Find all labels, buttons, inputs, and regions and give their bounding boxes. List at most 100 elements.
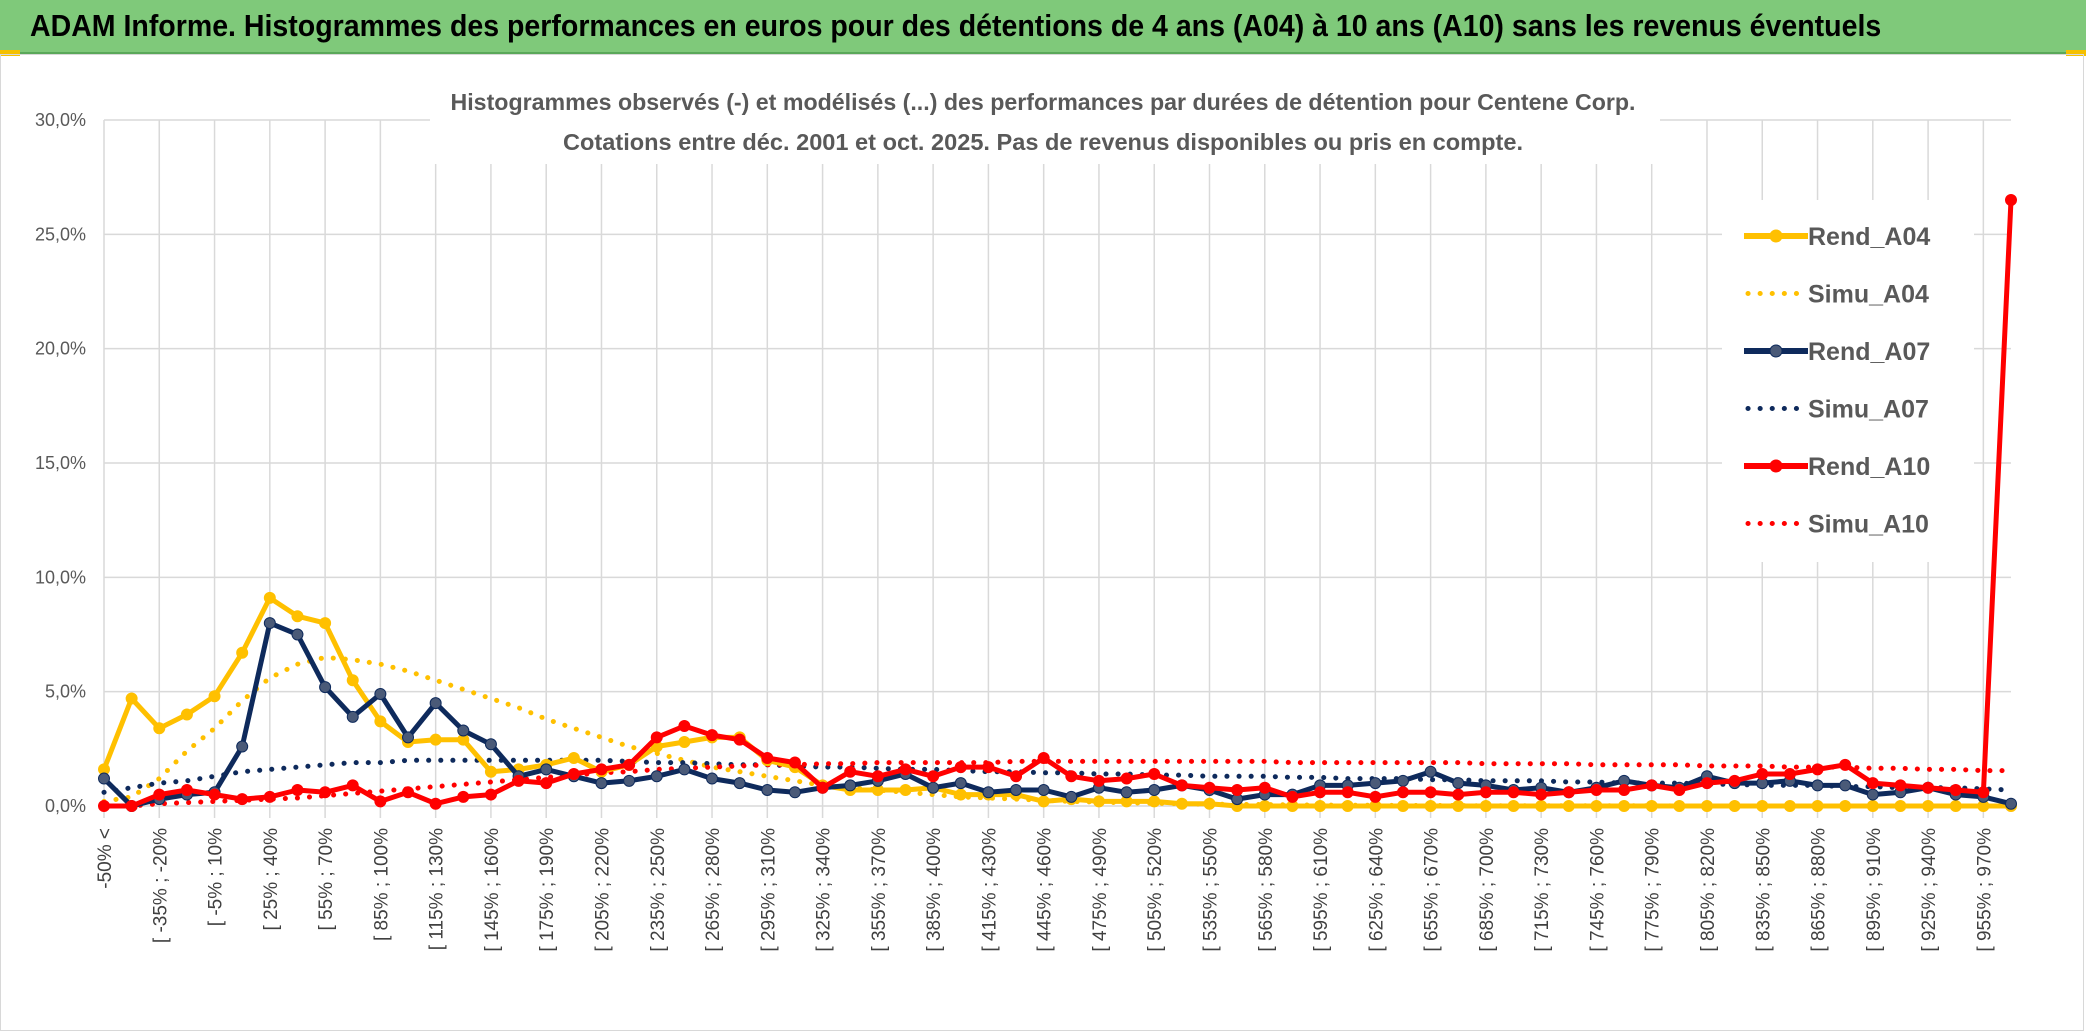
data-point-rend_a04 [1866, 800, 1879, 812]
data-point-rend_a10 [761, 751, 774, 764]
data-point-rend_a04 [1258, 800, 1271, 812]
data-point-rend_a04 [291, 610, 304, 623]
x-tick-label: [ 145% ; 160% [482, 828, 503, 952]
x-tick-label: [ 775% ; 790% [1643, 828, 1664, 952]
data-point-rend_a07 [540, 763, 553, 776]
data-point-rend_a10 [954, 761, 967, 774]
data-point-rend_a10 [899, 763, 912, 776]
data-point-rend_a10 [1728, 774, 1741, 787]
data-point-rend_a04 [1396, 800, 1409, 812]
data-point-rend_a04 [1148, 795, 1161, 808]
data-point-rend_a10 [1203, 781, 1216, 794]
data-point-rend_a10 [623, 758, 636, 771]
data-point-rend_a10 [1369, 790, 1382, 803]
x-tick-label: [ 835% ; 850% [1753, 828, 1774, 952]
data-point-rend_a04 [1728, 800, 1741, 812]
data-point-rend_a10 [788, 756, 801, 769]
data-point-rend_a10 [429, 797, 442, 810]
x-tick-label: [ -5% ; 10% [206, 828, 227, 926]
data-point-rend_a10 [457, 790, 470, 803]
data-point-rend_a07 [346, 710, 359, 723]
data-point-rend_a04 [153, 722, 166, 735]
report-title: ADAM Informe. Histogrammes des performan… [30, 8, 1882, 43]
data-point-rend_a07 [1839, 779, 1852, 792]
x-tick-label: [ 235% ; 250% [648, 828, 669, 952]
data-point-rend_a07 [1396, 774, 1409, 787]
x-tick-label: [ 385% ; 400% [924, 828, 945, 952]
data-point-rend_a07 [319, 681, 332, 694]
data-point-rend_a10 [733, 733, 746, 746]
x-tick-label: [ 595% ; 610% [1311, 828, 1332, 952]
data-point-rend_a04 [1894, 800, 1907, 812]
data-point-rend_a04 [1203, 797, 1216, 810]
y-tick-label: 20,0% [35, 339, 86, 359]
legend-label: Rend_A10 [1808, 453, 1930, 481]
chart-title: Histogrammes observés (-) et modélisés (… [451, 89, 1636, 115]
data-point-rend_a10 [2005, 194, 2017, 207]
data-point-rend_a10 [1396, 786, 1409, 799]
data-point-rend_a07 [1037, 783, 1050, 796]
data-point-rend_a07 [733, 777, 746, 790]
data-point-rend_a07 [761, 783, 774, 796]
data-point-rend_a07 [623, 774, 636, 787]
data-point-rend_a07 [595, 777, 608, 790]
data-point-rend_a10 [1037, 751, 1050, 764]
data-point-rend_a04 [1839, 800, 1852, 812]
data-point-rend_a10 [1065, 770, 1078, 783]
data-point-rend_a10 [374, 795, 387, 808]
data-point-rend_a10 [1148, 767, 1161, 780]
data-point-rend_a07 [1424, 765, 1437, 778]
data-point-rend_a07 [374, 687, 387, 700]
x-tick-label: [ 955% ; 970% [1974, 828, 1995, 952]
data-point-rend_a04 [208, 690, 221, 703]
y-tick-label: 25,0% [35, 224, 86, 244]
x-tick-label: [ 655% ; 670% [1422, 828, 1443, 952]
x-tick-label: [ 355% ; 370% [869, 828, 890, 952]
data-point-rend_a07 [1148, 783, 1161, 796]
x-tick-label: [ 715% ; 730% [1532, 828, 1553, 952]
x-tick-label: -50% < [95, 828, 116, 889]
x-tick-label: [ 415% ; 430% [979, 828, 1000, 952]
data-point-rend_a10 [1673, 783, 1686, 796]
data-point-rend_a10 [1562, 786, 1575, 799]
data-point-rend_a10 [98, 800, 110, 812]
data-point-rend_a10 [208, 788, 221, 801]
data-point-rend_a10 [180, 783, 193, 796]
data-point-rend_a10 [1618, 783, 1631, 796]
data-point-rend_a07 [2005, 797, 2017, 810]
data-point-rend_a10 [1452, 788, 1465, 801]
data-point-rend_a10 [1949, 783, 1962, 796]
data-point-rend_a07 [291, 628, 304, 641]
data-point-rend_a07 [457, 724, 470, 737]
data-point-rend_a10 [402, 786, 415, 799]
data-point-rend_a10 [512, 774, 525, 787]
data-point-rend_a10 [1535, 788, 1548, 801]
data-point-rend_a07 [429, 697, 442, 710]
data-point-rend_a04 [1507, 800, 1520, 812]
data-point-rend_a10 [346, 779, 359, 792]
x-tick-label: [ 55% ; 70% [316, 828, 337, 931]
data-point-rend_a04 [180, 708, 193, 721]
data-point-rend_a07 [1866, 788, 1879, 801]
legend-marker [1769, 344, 1783, 358]
y-tick-label: 10,0% [35, 567, 86, 587]
data-point-rend_a04 [1037, 795, 1050, 808]
data-point-rend_a10 [125, 800, 138, 812]
data-point-rend_a10 [1839, 758, 1852, 771]
data-point-rend_a04 [1341, 800, 1354, 812]
data-point-rend_a04 [484, 765, 497, 778]
data-point-rend_a07 [678, 763, 691, 776]
data-point-rend_a10 [678, 719, 691, 732]
x-tick-label: [ 265% ; 280% [703, 828, 724, 952]
x-tick-label: [ 895% ; 910% [1864, 828, 1885, 952]
x-tick-label: [ 745% ; 760% [1587, 828, 1608, 952]
x-tick-label: [ 85% ; 100% [371, 828, 392, 941]
data-point-rend_a10 [650, 731, 663, 744]
data-point-rend_a10 [927, 770, 940, 783]
data-point-rend_a04 [263, 591, 276, 604]
data-point-rend_a04 [1535, 800, 1548, 812]
data-point-rend_a10 [1507, 786, 1520, 799]
x-tick-label: [ 475% ; 490% [1090, 828, 1111, 952]
data-point-rend_a04 [678, 735, 691, 748]
data-point-rend_a07 [1065, 790, 1078, 803]
